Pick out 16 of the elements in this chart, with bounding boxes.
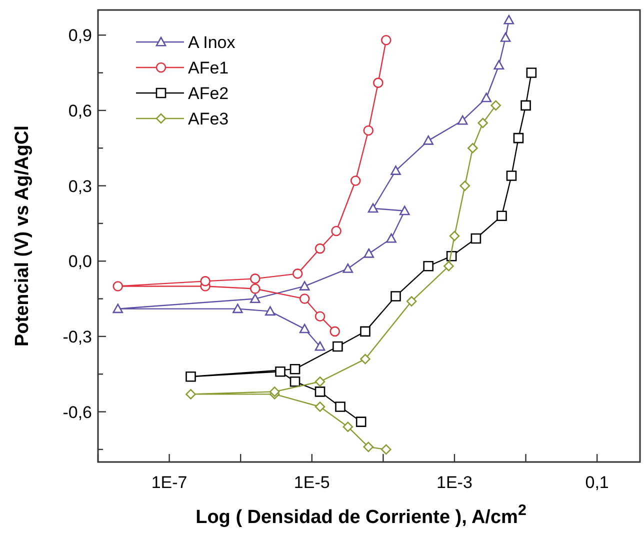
y-tick-label: 0,9 bbox=[68, 26, 92, 46]
legend-label: AFe2 bbox=[188, 84, 229, 103]
y-tick-label: -0,3 bbox=[62, 327, 92, 346]
y-axis-title: Potencial (V) vs Ag/AgCl bbox=[12, 126, 33, 346]
legend-label: A Inox bbox=[188, 33, 236, 52]
x-tick-label: 0,1 bbox=[585, 473, 609, 492]
x-tick-label: 1E-3 bbox=[436, 473, 472, 492]
y-tick-label: 0,6 bbox=[68, 101, 92, 120]
legend-label: AFe3 bbox=[188, 110, 229, 128]
legend-label: AFe1 bbox=[188, 58, 229, 78]
x-tick-label: 1E-7 bbox=[151, 473, 188, 492]
x-tick-label: 1E-5 bbox=[294, 473, 330, 492]
x-axis-title: Log ( Densidad de Corriente ), A/cm$^{2}$ bbox=[196, 502, 526, 528]
y-tick-label: 0,0 bbox=[68, 252, 92, 272]
y-tick-label: 0,3 bbox=[68, 176, 92, 196]
y-tick-label: -0,6 bbox=[62, 402, 92, 422]
